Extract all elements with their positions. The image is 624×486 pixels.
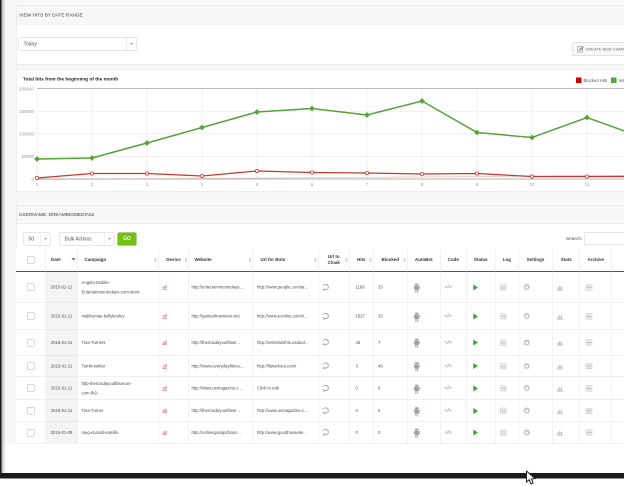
svg-text:2: 2 — [91, 182, 94, 187]
svg-text:4: 4 — [201, 182, 204, 187]
svg-text:100000: 100000 — [19, 132, 35, 137]
svg-text:9: 9 — [476, 182, 479, 187]
svg-text:1: 1 — [36, 182, 39, 187]
svg-text:5: 5 — [256, 182, 259, 187]
svg-text:0: 0 — [31, 177, 34, 182]
svg-text:50000: 50000 — [21, 154, 34, 159]
svg-text:200000: 200000 — [19, 87, 35, 92]
svg-text:8: 8 — [421, 182, 424, 187]
svg-text:6: 6 — [311, 182, 314, 187]
svg-text:7: 7 — [366, 182, 369, 187]
svg-text:10: 10 — [529, 182, 535, 187]
svg-text:150000: 150000 — [19, 109, 35, 114]
svg-text:11: 11 — [585, 182, 590, 187]
svg-text:3: 3 — [146, 182, 149, 187]
